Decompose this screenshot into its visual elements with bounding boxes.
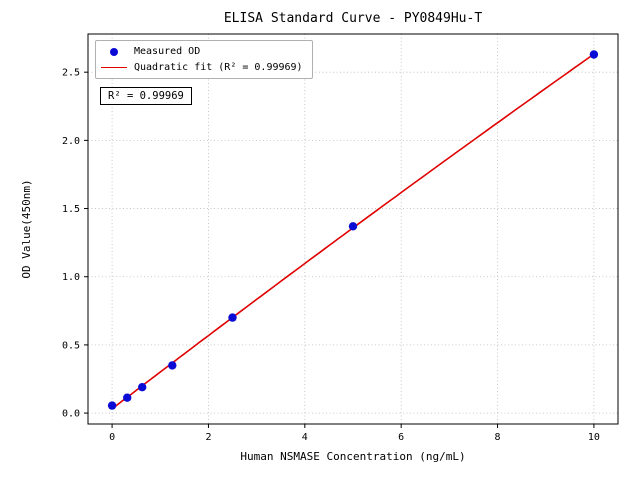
x-axis-label: Human NSMASE Concentration (ng/mL) (240, 450, 465, 463)
measured-od-point (228, 313, 237, 322)
y-tick-label: 2.5 (62, 68, 80, 79)
x-tick-label: 6 (398, 432, 404, 443)
x-tick-label: 0 (109, 432, 115, 443)
y-tick-label: 0.0 (62, 409, 80, 420)
legend: Measured OD Quadratic fit (R² = 0.99969) (95, 40, 313, 79)
x-tick-label: 8 (495, 432, 501, 443)
y-tick-label: 1.5 (62, 204, 80, 215)
x-tick-label: 2 (205, 432, 211, 443)
legend-item-measured-od: Measured OD (101, 46, 303, 57)
x-tick-label: 10 (588, 432, 600, 443)
y-axis-label: OD Value(450nm) (20, 179, 33, 278)
y-tick-label: 2.0 (62, 136, 80, 147)
r-squared-annotation: R² = 0.99969 (100, 87, 192, 105)
measured-od-point (589, 50, 599, 59)
measured-od-point (348, 222, 358, 231)
legend-label-measured-od: Measured OD (134, 46, 201, 57)
measured-od-point (138, 383, 147, 392)
quadratic-fit-line (111, 53, 595, 410)
chart-title: ELISA Standard Curve - PY0849Hu-T (224, 11, 482, 26)
legend-item-quadratic-fit: Quadratic fit (R² = 0.99969) (101, 62, 303, 73)
measured-od-point (123, 393, 132, 402)
legend-label-quadratic-fit: Quadratic fit (R² = 0.99969) (134, 62, 303, 73)
measured-od-point (107, 401, 117, 410)
y-tick-label: 1.0 (62, 272, 80, 283)
measured-od-marker (101, 47, 127, 56)
y-tick-label: 0.5 (62, 340, 80, 351)
blue-dot-icon (110, 47, 118, 56)
red-line-icon (101, 67, 127, 68)
plot-border (87, 33, 619, 425)
fit-line-marker (101, 67, 127, 68)
x-tick-label: 4 (302, 432, 308, 443)
measured-od-point (168, 361, 177, 370)
